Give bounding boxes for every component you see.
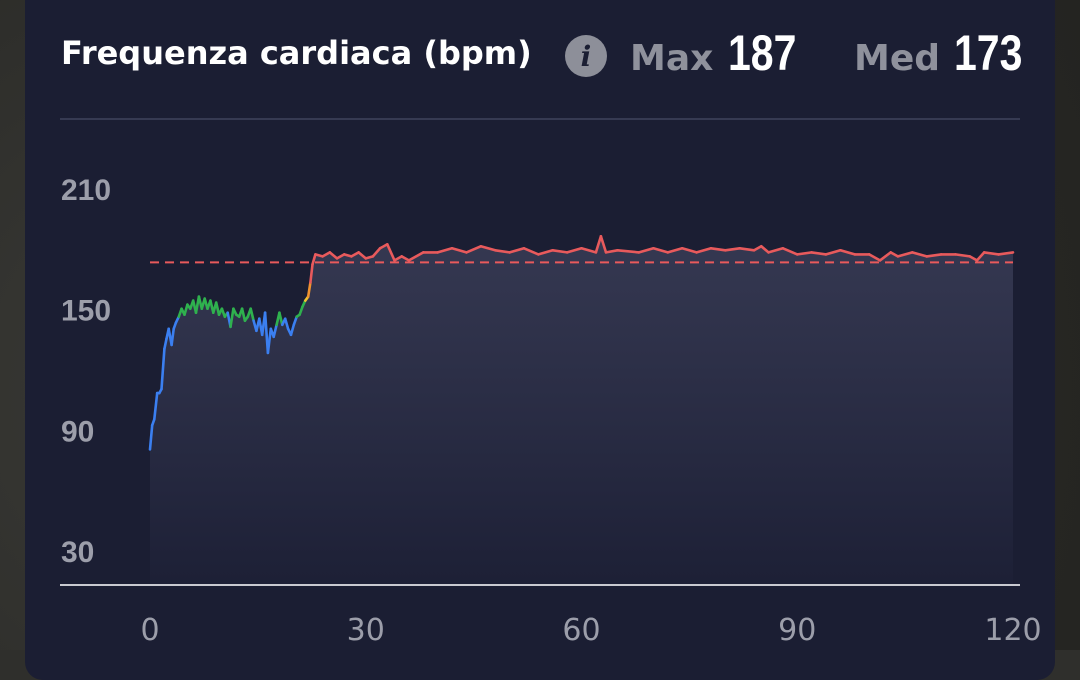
heart-rate-line-segment	[292, 315, 299, 327]
average-value: 173	[954, 25, 1023, 81]
heart-rate-line-segment	[594, 234, 603, 254]
info-icon[interactable]: i	[565, 35, 607, 77]
heart-rate-line-segment	[709, 246, 727, 252]
heart-rate-line-segment	[680, 246, 698, 254]
heart-rate-line-segment	[616, 248, 641, 254]
heart-rate-line-segment	[968, 255, 979, 262]
heart-rate-line-segment	[148, 423, 154, 451]
heart-rate-card: Frequenza cardiaca (bpm) i Max 187 Med 1…	[25, 0, 1055, 680]
heart-rate-line-segment	[508, 246, 526, 254]
x-tick-label: 60	[562, 613, 600, 648]
heart-rate-line-segment	[378, 242, 389, 250]
heart-rate-line-segment	[997, 251, 1015, 256]
heart-rate-line-segment	[400, 255, 411, 262]
heart-rate-line-segment	[896, 251, 914, 258]
heart-rate-line-segment	[289, 323, 296, 337]
heart-rate-line-segment	[580, 246, 598, 254]
heart-rate-line-segment	[309, 263, 314, 284]
chart-title: Frequenza cardiaca (bpm)	[61, 34, 532, 72]
heart-rate-line-segment	[599, 234, 608, 254]
heart-rate-line-segment	[839, 248, 857, 256]
heart-rate-line-segment	[824, 248, 842, 256]
heart-rate-line-segment	[306, 281, 312, 298]
heart-rate-line-segment	[335, 253, 346, 260]
heart-rate-line-segment	[738, 246, 756, 252]
heart-rate-line-segment	[493, 248, 511, 254]
heart-rate-line-segment	[170, 327, 175, 347]
y-tick-label: 210	[61, 174, 111, 207]
heart-rate-line-segment	[652, 246, 670, 254]
heart-rate-line-segment	[450, 246, 468, 254]
y-tick-label: 150	[61, 295, 111, 328]
heart-rate-line-segment	[321, 251, 332, 258]
heart-rate-line-segment	[393, 255, 404, 262]
heart-rate-line-segment	[604, 248, 619, 254]
heart-rate-line-segment	[723, 246, 742, 252]
heart-rate-line-segment	[537, 248, 555, 256]
heart-rate-line-segment	[551, 248, 569, 254]
heart-rate-line-segment	[759, 244, 770, 254]
heart-rate-area	[150, 236, 1013, 585]
heart-rate-line-segment	[465, 244, 483, 254]
heart-rate-line-segment	[522, 246, 540, 256]
heart-rate-chart: 210 150 90 30 0 30 60 90 120	[60, 174, 1042, 648]
heart-rate-line-segment	[240, 307, 247, 323]
heart-rate-line-segment	[229, 307, 235, 329]
heart-rate-line-segment	[695, 246, 713, 254]
heart-rate-line-segment	[407, 251, 425, 262]
heart-rate-line-segment	[350, 251, 360, 258]
heart-rate-line-segment	[328, 251, 339, 260]
header-divider	[60, 118, 1020, 120]
heart-rate-line-segment	[283, 317, 290, 331]
heart-rate-line-segment	[666, 246, 684, 254]
heart-rate-line-segment	[867, 253, 882, 262]
heart-rate-line-segment	[637, 246, 655, 254]
heart-rate-line-segment	[183, 303, 189, 317]
heart-rate-line-segment	[910, 251, 929, 258]
heart-rate-line-segment	[954, 253, 972, 258]
heart-rate-line-segment	[781, 246, 799, 256]
heart-rate-line-segment	[795, 251, 813, 256]
y-tick-label: 30	[61, 536, 94, 569]
heart-rate-line-segment	[272, 323, 278, 339]
max-value: 187	[728, 25, 797, 81]
x-tick-label: 120	[984, 613, 1041, 648]
x-tick-label: 0	[140, 613, 159, 648]
heart-rate-line-segment	[565, 246, 583, 254]
max-label: Max	[630, 38, 714, 79]
heart-rate-line-segment	[810, 251, 828, 256]
heart-rate-line-segment	[153, 391, 159, 421]
heart-rate-line-segment	[925, 253, 943, 258]
heart-rate-line-segment	[878, 251, 893, 262]
average-label: Med	[854, 38, 941, 79]
x-tick-label: 30	[347, 613, 385, 648]
heart-rate-line-segment	[266, 327, 273, 355]
x-tick-label: 90	[778, 613, 816, 648]
heart-rate-line-segment	[479, 244, 497, 252]
heart-rate-line-segment	[371, 246, 382, 258]
heart-rate-line-segment	[160, 347, 166, 391]
heart-rate-line-segment	[767, 246, 785, 254]
y-tick-label: 90	[61, 415, 94, 448]
heart-rate-line-segment	[889, 251, 900, 258]
heart-rate-line-segment	[278, 311, 284, 327]
card-header: Frequenza cardiaca (bpm) i Max 187 Med 1…	[25, 0, 1055, 120]
heart-rate-line-segment	[752, 244, 763, 252]
heart-rate-line-segment	[311, 253, 317, 266]
heart-rate-line-segment	[385, 242, 396, 262]
heart-rate-line-segment	[982, 251, 1000, 256]
heart-rate-line-segment	[975, 251, 986, 262]
heart-rate-line-segment	[163, 337, 168, 351]
heart-rate-line-segment	[436, 246, 454, 254]
heart-rate-line-segment	[298, 305, 304, 317]
heart-rate-line-segment	[249, 307, 255, 323]
heart-rate-line-segment	[357, 251, 368, 260]
